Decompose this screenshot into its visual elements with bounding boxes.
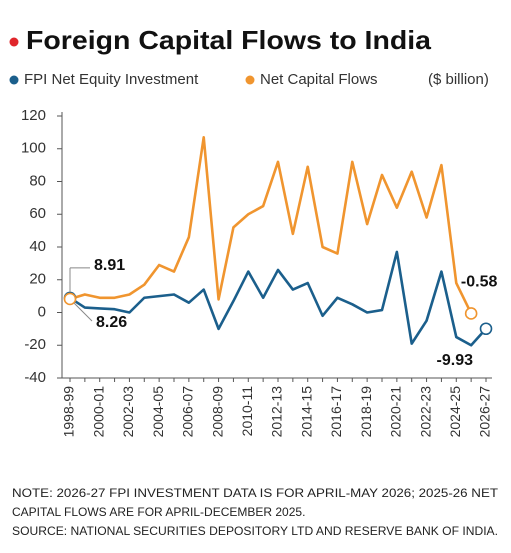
y-tick-label: 20 bbox=[29, 271, 46, 288]
point-marker bbox=[479, 322, 493, 336]
series-line bbox=[69, 250, 487, 347]
point-marker bbox=[63, 292, 77, 306]
x-tick-label: 2002-03 bbox=[120, 386, 136, 438]
x-tick-label: 2010-11 bbox=[239, 386, 255, 437]
chart-title: Foreign Capital Flows to India bbox=[26, 25, 432, 55]
x-tick-label: 2022-23 bbox=[417, 386, 433, 438]
y-tick-label: 40 bbox=[29, 238, 46, 255]
y-tick-label: -20 bbox=[24, 336, 46, 353]
x-tick-label: 2006-07 bbox=[180, 386, 196, 438]
y-tick-label: 120 bbox=[21, 107, 46, 124]
note-line: CAPITAL FLOWS ARE FOR APRIL-DECEMBER 202… bbox=[12, 505, 305, 519]
x-tick-label: 2008-09 bbox=[209, 386, 225, 438]
x-tick-label: 2020-21 bbox=[388, 386, 404, 438]
leader-line bbox=[73, 302, 93, 322]
y-tick-label: 80 bbox=[29, 172, 46, 189]
series-line bbox=[69, 135, 473, 315]
y-tick-label: 100 bbox=[21, 140, 46, 157]
value-label: 8.26 bbox=[96, 314, 127, 331]
x-tick-label: 1998-99 bbox=[61, 386, 77, 438]
title-dot bbox=[9, 37, 19, 47]
y-tick-label: -40 bbox=[24, 369, 46, 386]
point-marker bbox=[464, 307, 478, 320]
note-line: SOURCE: NATIONAL SECURITIES DEPOSITORY L… bbox=[12, 524, 498, 538]
value-label: -0.58 bbox=[461, 274, 498, 291]
legend-marker bbox=[9, 75, 19, 85]
note-line: NOTE: 2026-27 FPI INVESTMENT DATA IS FOR… bbox=[12, 486, 499, 500]
y-tick-label: 60 bbox=[29, 205, 46, 222]
x-tick-label: 2000-01 bbox=[90, 386, 106, 438]
x-tick-label: 2012-13 bbox=[269, 386, 285, 438]
x-tick-label: 2018-19 bbox=[358, 386, 374, 438]
unit-label: ($ billion) bbox=[428, 71, 489, 88]
x-tick-label: 2026-27 bbox=[477, 386, 493, 438]
value-label: -9.93 bbox=[437, 352, 474, 369]
legend-marker bbox=[245, 75, 255, 85]
x-tick-label: 2024-25 bbox=[447, 386, 463, 438]
legend-label: FPI Net Equity Investment bbox=[24, 71, 199, 88]
value-label: 8.91 bbox=[94, 257, 125, 274]
legend-label: Net Capital Flows bbox=[260, 71, 378, 88]
x-tick-label: 2014-15 bbox=[298, 386, 314, 438]
y-tick-label: 0 bbox=[38, 303, 46, 320]
x-tick-label: 2016-17 bbox=[328, 386, 344, 438]
x-tick-label: 2004-05 bbox=[150, 386, 166, 438]
